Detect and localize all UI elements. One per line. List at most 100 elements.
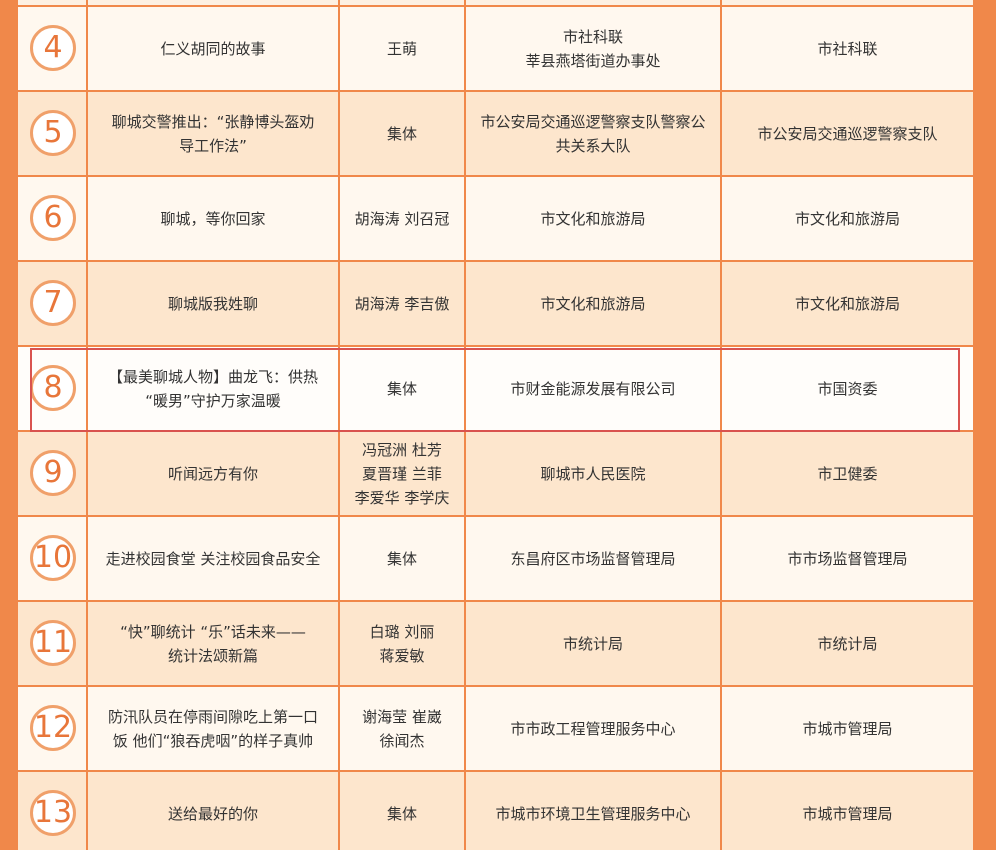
title-cell: 聊城交警推出：“张静博头盔劝 导工作法” — [88, 92, 338, 175]
row-number: 11 — [30, 620, 76, 666]
cell-line: 仁义胡同的故事 — [160, 39, 266, 58]
author-cell: 王萌 — [340, 7, 464, 90]
cell-line: 蒋爱敏 — [379, 646, 425, 665]
unit-cell: 市城市环境卫生管理服务中心 — [466, 772, 720, 850]
cell-line: 导工作法” — [179, 136, 247, 155]
cell-line: 市卫健委 — [817, 464, 878, 483]
number-cell: 13 — [18, 772, 86, 850]
cell-line: 集体 — [386, 549, 417, 568]
cell-line: 市文化和旅游局 — [794, 294, 900, 313]
unit-cell: 市社科联莘县燕塔街道办事处 — [466, 7, 720, 90]
row-number: 6 — [30, 195, 76, 241]
unit-cell: 市文化和旅游局 — [466, 262, 720, 345]
cell-line: 谢海莹 崔崴 — [362, 707, 442, 726]
cell-line: 送给最好的你 — [167, 804, 258, 823]
cell-line: 集体 — [386, 804, 417, 823]
title-cell: 聊城版我姓聊 — [88, 262, 338, 345]
row-number: 10 — [30, 535, 76, 581]
title-cell: 听闻远方有你 — [88, 432, 338, 515]
number-cell: 5 — [18, 92, 86, 175]
cell-line: 市财金能源发展有限公司 — [510, 379, 676, 398]
cell-line: 市社科联 — [562, 27, 623, 46]
author-cell: 集体 — [340, 347, 464, 430]
cell-line: 市城市环境卫生管理服务中心 — [495, 804, 691, 823]
recommender-cell: 市城市管理局 — [722, 687, 973, 770]
cell-line: 聊城交警推出：“张静博头盔劝 — [111, 112, 315, 131]
cell-line: 市统计局 — [817, 634, 878, 653]
row-sliver — [88, 0, 338, 5]
cell-line: 聊城，等你回家 — [160, 209, 266, 228]
cell-line: 冯冠洲 杜芳 — [362, 440, 442, 459]
unit-cell: 市文化和旅游局 — [466, 177, 720, 260]
cell-line: 王萌 — [386, 39, 417, 58]
number-cell: 12 — [18, 687, 86, 770]
cell-line: 莘县燕塔街道办事处 — [525, 51, 661, 70]
cell-line: “暖男”守护万家温暖 — [145, 391, 281, 410]
author-cell: 胡海涛 刘召冠 — [340, 177, 464, 260]
row-number: 13 — [30, 790, 76, 836]
cell-line: 共关系大队 — [555, 136, 631, 155]
unit-cell: 东昌府区市场监督管理局 — [466, 517, 720, 600]
cell-line: 防汛队员在停雨间隙吃上第一口 — [107, 707, 318, 726]
cell-line: 市社科联 — [817, 39, 878, 58]
unit-cell: 市公安局交通巡逻警察支队警察公 共关系大队 — [466, 92, 720, 175]
cell-line: 胡海涛 刘召冠 — [354, 209, 450, 228]
cell-line: 市文化和旅游局 — [794, 209, 900, 228]
author-cell: 集体 — [340, 92, 464, 175]
recommender-cell: 市文化和旅游局 — [722, 262, 973, 345]
cell-line: 集体 — [386, 379, 417, 398]
title-cell: 送给最好的你 — [88, 772, 338, 850]
number-cell: 11 — [18, 602, 86, 685]
unit-cell: 市市政工程管理服务中心 — [466, 687, 720, 770]
recommender-cell: 市市场监督管理局 — [722, 517, 973, 600]
title-cell: 【最美聊城人物】曲龙飞：供热 “暖男”守护万家温暖 — [88, 347, 338, 430]
number-cell: 10 — [18, 517, 86, 600]
cell-line: 李爱华 李学庆 — [354, 488, 450, 507]
unit-cell: 市财金能源发展有限公司 — [466, 347, 720, 430]
cell-line: 市国资委 — [817, 379, 878, 398]
cell-line: 聊城版我姓聊 — [167, 294, 258, 313]
title-cell: 聊城，等你回家 — [88, 177, 338, 260]
cell-line: 【最美聊城人物】曲龙飞：供热 — [107, 367, 318, 386]
cell-line: 听闻远方有你 — [167, 464, 258, 483]
number-cell: 9 — [18, 432, 86, 515]
cell-line: 胡海涛 李吉傲 — [354, 294, 450, 313]
cell-line: 市城市管理局 — [802, 719, 893, 738]
cell-line: 市城市管理局 — [802, 804, 893, 823]
recommender-cell: 市公安局交通巡逻警察支队 — [722, 92, 973, 175]
row-number: 12 — [30, 705, 76, 751]
author-cell: 集体 — [340, 772, 464, 850]
cell-line: 市文化和旅游局 — [540, 209, 646, 228]
cell-line: 白璐 刘丽 — [369, 622, 435, 641]
author-cell: 集体 — [340, 517, 464, 600]
cell-line: 徐闻杰 — [379, 731, 425, 750]
cell-line: 统计法颂新篇 — [167, 646, 258, 665]
author-cell: 白璐 刘丽 蒋爱敏 — [340, 602, 464, 685]
row-number: 8 — [30, 365, 76, 411]
highlight-box — [30, 348, 960, 432]
recommender-cell: 市社科联 — [722, 7, 973, 90]
cell-line: 市公安局交通巡逻警察支队 — [757, 124, 938, 143]
cell-line: 集体 — [386, 124, 417, 143]
number-cell: 6 — [18, 177, 86, 260]
cell-line: 聊城市人民医院 — [540, 464, 646, 483]
recommender-cell: 市国资委 — [722, 347, 973, 430]
row-number: 9 — [30, 450, 76, 496]
unit-cell: 市统计局 — [466, 602, 720, 685]
title-cell: 防汛队员在停雨间隙吃上第一口饭 他们“狼吞虎咽”的样子真帅 — [88, 687, 338, 770]
cell-line: “快”聊统计 “乐”话未来—— — [120, 622, 306, 641]
cell-line: 市市场监督管理局 — [787, 549, 908, 568]
cell-line: 市市政工程管理服务中心 — [510, 719, 676, 738]
cell-line: 饭 他们“狼吞虎咽”的样子真帅 — [112, 731, 314, 750]
number-cell: 8 — [18, 347, 86, 430]
row-number: 7 — [30, 280, 76, 326]
number-cell: 7 — [18, 262, 86, 345]
row-sliver — [18, 0, 86, 5]
recommender-cell: 市统计局 — [722, 602, 973, 685]
row-number: 4 — [30, 25, 76, 71]
row-number: 5 — [30, 110, 76, 156]
number-cell: 4 — [18, 7, 86, 90]
recommender-cell: 市卫健委 — [722, 432, 973, 515]
title-cell: “快”聊统计 “乐”话未来—— 统计法颂新篇 — [88, 602, 338, 685]
